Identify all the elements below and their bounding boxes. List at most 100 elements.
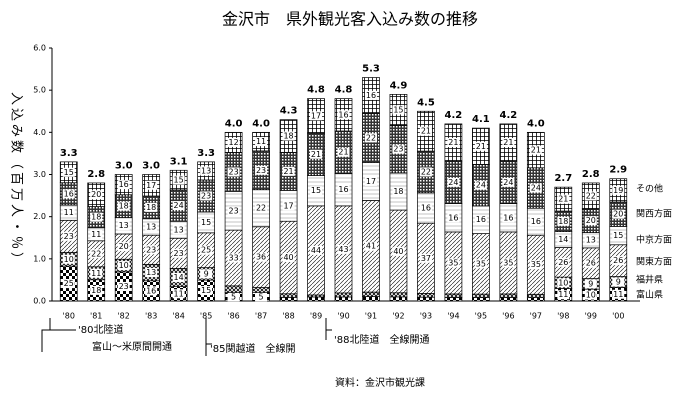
segment-label: 13 <box>586 236 596 245</box>
x-tick-label: '97 <box>530 312 542 321</box>
bar-segment <box>252 287 270 293</box>
label-bg <box>255 165 268 175</box>
label-bg <box>117 201 130 211</box>
label-bg <box>447 258 460 268</box>
x-tick-label: '92 <box>392 312 404 321</box>
segment-label: 36 <box>256 253 266 262</box>
segment-label: 21 <box>283 167 293 176</box>
segment-label: 23 <box>393 145 403 154</box>
annotation: 富山～米原間開通 <box>92 340 172 353</box>
label-bg <box>282 131 295 141</box>
segment-label: 17 <box>311 111 321 120</box>
total-label: 2.8 <box>582 169 600 180</box>
segment-label: 20 <box>586 216 596 225</box>
segment-label: 18 <box>119 202 129 211</box>
segment-label: 15 <box>201 286 211 295</box>
label-bg <box>200 286 213 296</box>
label-bg <box>145 222 158 232</box>
label-bg <box>90 249 103 259</box>
label-bg <box>612 185 625 195</box>
legend-label: 福井県 <box>636 274 663 286</box>
label-bg <box>117 281 130 291</box>
label-bg <box>364 133 377 143</box>
bar-segment <box>389 292 408 298</box>
segment-label: 15 <box>64 168 74 177</box>
segment-label: 16 <box>503 213 513 222</box>
label-bg <box>557 290 570 300</box>
segment-label: 21 <box>503 138 513 147</box>
segment-label: 13 <box>119 221 129 230</box>
segment-label: 35 <box>448 258 458 267</box>
label-bg <box>364 176 377 186</box>
label-bg <box>172 225 185 235</box>
segment-label: 14 <box>174 273 184 282</box>
bar-segment <box>279 297 298 302</box>
legend-label: 関東方面 <box>636 256 672 268</box>
segment-label: 20 <box>119 242 129 251</box>
segment-label: 17 <box>366 177 376 186</box>
segment-label: 16 <box>448 213 458 222</box>
segment-label: 10 <box>119 261 129 270</box>
y-tick-label: 6.0 <box>33 44 46 53</box>
label-bg <box>227 206 240 216</box>
segment-label: 12 <box>229 138 239 147</box>
label-bg <box>62 189 75 199</box>
label-bg <box>172 272 185 282</box>
label-bg <box>392 186 405 196</box>
segment-label: 13 <box>174 225 184 234</box>
bar-segment <box>526 293 545 298</box>
total-label: 4.2 <box>499 110 517 121</box>
segment-label: 9 <box>616 278 621 287</box>
segment-label: 16 <box>531 217 541 226</box>
annotation-bracket <box>41 318 332 356</box>
label-bg <box>529 260 542 270</box>
segment-label: 23 <box>64 232 74 241</box>
y-axis-label: 入込み数（百万人・％） <box>9 92 24 268</box>
segment-label: 15 <box>174 176 184 185</box>
label-bg <box>310 149 323 159</box>
total-label: 4.1 <box>472 114 490 125</box>
bar-segment <box>279 293 298 298</box>
total-label: 2.8 <box>87 169 105 180</box>
y-tick-label: 0.0 <box>33 297 46 306</box>
label-bg <box>474 215 487 225</box>
x-tick-label: '90 <box>337 312 349 321</box>
segment-label: 13 <box>146 222 156 231</box>
label-bg <box>337 110 350 120</box>
legend-label: 富山県 <box>636 289 663 301</box>
total-label: 4.3 <box>280 106 298 117</box>
segment-label: 40 <box>283 253 293 262</box>
bar-segment <box>362 291 380 297</box>
label-bg <box>419 126 432 136</box>
segment-label: 23 <box>146 245 156 254</box>
label-bg <box>502 213 515 223</box>
segment-label: 18 <box>91 286 101 295</box>
label-bg <box>62 208 75 218</box>
label-bg <box>612 209 625 219</box>
label-bg <box>557 216 570 226</box>
segment-label: 13 <box>201 166 211 175</box>
label-bg <box>282 201 295 211</box>
label-bg <box>337 244 350 254</box>
x-tick-label: '84 <box>172 312 184 321</box>
label-bg <box>255 137 268 147</box>
x-tick-label: '80 <box>63 312 75 321</box>
label-bg <box>145 286 158 296</box>
bar-segment <box>307 296 325 302</box>
label-bg <box>502 137 515 147</box>
segment-label: 23 <box>229 167 239 176</box>
label-bg <box>447 137 460 147</box>
segment-label: 20 <box>91 190 101 199</box>
bar-segment <box>499 293 518 298</box>
x-tick-label: '98 <box>557 312 569 321</box>
segment-label: 37 <box>421 254 431 263</box>
segment-label: 11 <box>174 289 184 298</box>
label-bg <box>364 90 377 100</box>
label-bg <box>502 177 515 187</box>
segment-label: 24 <box>448 178 458 187</box>
label-bg <box>474 259 487 269</box>
label-bg <box>612 277 625 287</box>
label-bg <box>447 213 460 223</box>
label-bg <box>392 246 405 256</box>
label-bg <box>557 194 570 204</box>
